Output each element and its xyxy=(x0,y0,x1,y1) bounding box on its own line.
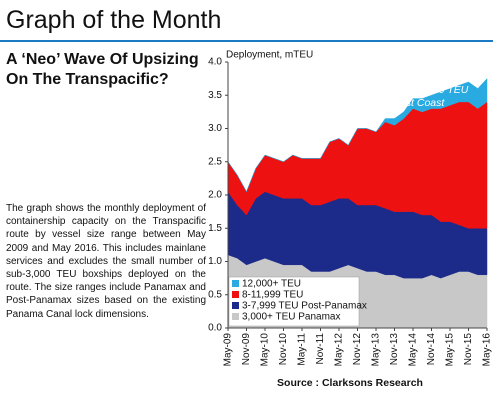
y-tick-label: 3.5 xyxy=(208,90,222,101)
legend-label: 12,000+ TEU xyxy=(242,279,301,290)
y-tick-label: 1.5 xyxy=(208,223,222,234)
legend-box xyxy=(228,276,360,327)
x-tick-label: May-14 xyxy=(408,333,419,367)
legend-label: 8-11,999 TEU xyxy=(242,290,303,301)
title-rule xyxy=(0,40,493,42)
x-tick-label: Nov-10 xyxy=(278,333,289,366)
legend-label: 3,000+ TEU Panamax xyxy=(242,312,341,323)
legend-label: 3-7,999 TEU Post-Panamax xyxy=(242,301,367,312)
y-tick-label: 0.0 xyxy=(208,323,222,334)
x-tick-label: May-09 xyxy=(223,333,234,367)
annotation: 2016 developments: expected opening of t… xyxy=(240,71,472,109)
x-tick-label: May-13 xyxy=(371,333,382,367)
legend-swatch xyxy=(232,280,239,287)
area xyxy=(227,77,488,193)
x-tick-label: Nov-15 xyxy=(463,333,474,366)
article-heading: A ‘Neo’ Wave Of Upsizing On The Transpac… xyxy=(6,51,199,88)
x-tick-label: May-15 xyxy=(445,333,456,367)
source: Source : Clarksons Research xyxy=(277,377,423,389)
article-body: The graph shows the monthly deployment o… xyxy=(6,203,206,320)
x-tick-label: May-16 xyxy=(482,333,493,367)
y-tick-label: 3.0 xyxy=(208,123,222,134)
legend-swatch xyxy=(232,302,239,309)
x-tick-label: May-11 xyxy=(297,333,308,366)
y-tick-label: 4.0 xyxy=(208,57,222,68)
legend-swatch xyxy=(232,291,239,298)
page-title: Graph of the Month xyxy=(6,6,222,34)
x-tick-label: Nov-14 xyxy=(426,333,437,366)
y-tick-label: 2.5 xyxy=(208,156,222,167)
legend-swatch xyxy=(232,313,239,320)
y-axis-label: Deployment, mTEU xyxy=(226,50,313,61)
x-tick-label: May-12 xyxy=(334,333,345,367)
x-tick-label: Nov-13 xyxy=(389,333,400,366)
y-tick-label: 1.0 xyxy=(208,256,222,267)
y-tick-label: 2.0 xyxy=(208,190,222,201)
x-tick-label: May-10 xyxy=(260,333,271,367)
x-tick-label: Nov-09 xyxy=(241,333,252,366)
y-tick-label: 0.5 xyxy=(208,289,222,300)
x-tick-label: Nov-12 xyxy=(352,333,363,366)
x-tick-label: Nov-11 xyxy=(315,333,326,365)
